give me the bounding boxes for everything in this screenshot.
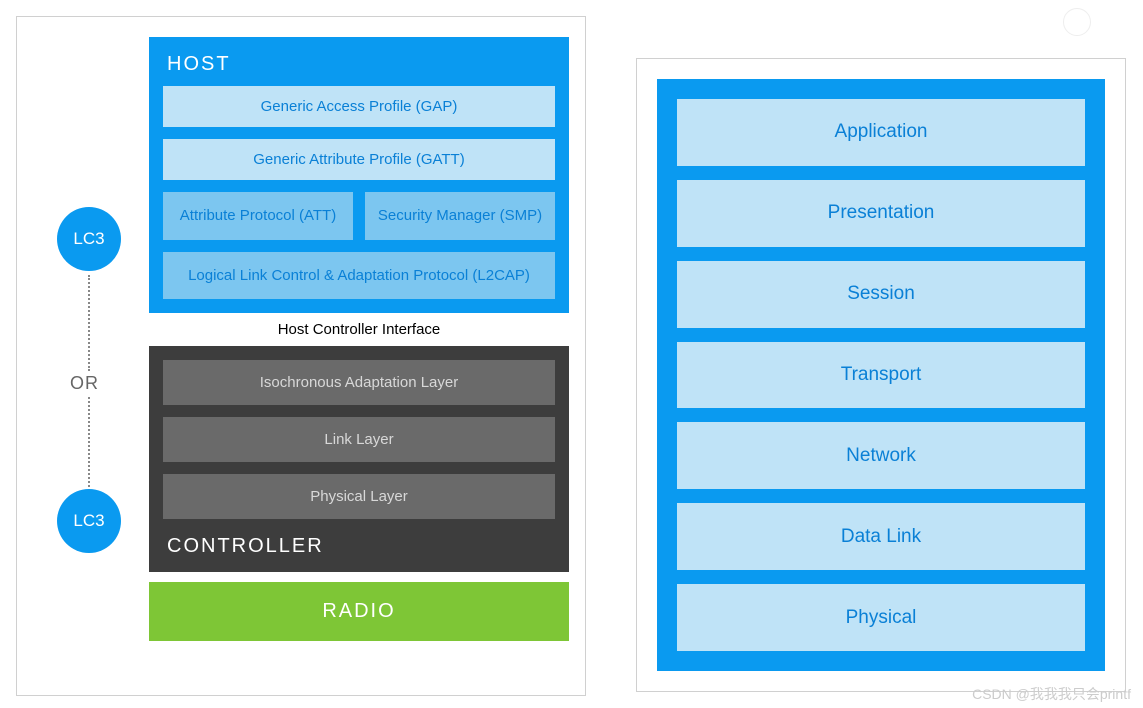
host-block: HOST Generic Access Profile (GAP) Generi… — [149, 37, 569, 313]
gap-layer: Generic Access Profile (GAP) — [163, 86, 555, 127]
osi-presentation: Presentation — [677, 180, 1085, 247]
osi-panel: Application Presentation Session Transpo… — [636, 58, 1126, 692]
radio-block: RADIO — [149, 582, 569, 641]
stack-container: HOST Generic Access Profile (GAP) Generi… — [149, 37, 569, 641]
lc3-top-node: LC3 — [57, 207, 121, 271]
controller-title: CONTROLLER — [163, 531, 555, 562]
lc3-bottom-label: LC3 — [73, 511, 104, 531]
osi-session: Session — [677, 261, 1085, 328]
osi-transport: Transport — [677, 342, 1085, 409]
hci-layer: Host Controller Interface — [149, 313, 569, 346]
osi-container: Application Presentation Session Transpo… — [657, 79, 1105, 671]
smp-layer: Security Manager (SMP) — [365, 192, 555, 240]
ial-layer: Isochronous Adaptation Layer — [163, 360, 555, 405]
att-layer: Attribute Protocol (ATT) — [163, 192, 353, 240]
physical-layer: Physical Layer — [163, 474, 555, 519]
decorative-circle — [1063, 8, 1091, 36]
gatt-layer: Generic Attribute Profile (GATT) — [163, 139, 555, 180]
l2cap-layer: Logical Link Control & Adaptation Protoc… — [163, 252, 555, 300]
or-label: OR — [70, 373, 99, 394]
link-layer: Link Layer — [163, 417, 555, 462]
controller-block: Isochronous Adaptation Layer Link Layer … — [149, 346, 569, 572]
att-smp-row: Attribute Protocol (ATT) Security Manage… — [163, 192, 555, 240]
lc3-top-label: LC3 — [73, 229, 104, 249]
ble-stack-panel: LC3 OR LC3 HOST Generic Access Profile (… — [16, 16, 586, 696]
osi-datalink: Data Link — [677, 503, 1085, 570]
dotted-connector-bottom — [88, 397, 90, 487]
osi-network: Network — [677, 422, 1085, 489]
dotted-connector-top — [88, 275, 90, 371]
osi-physical: Physical — [677, 584, 1085, 651]
osi-application: Application — [677, 99, 1085, 166]
watermark-text: CSDN @我我我只会printf — [972, 684, 1131, 704]
host-title: HOST — [163, 49, 555, 86]
lc3-bottom-node: LC3 — [57, 489, 121, 553]
